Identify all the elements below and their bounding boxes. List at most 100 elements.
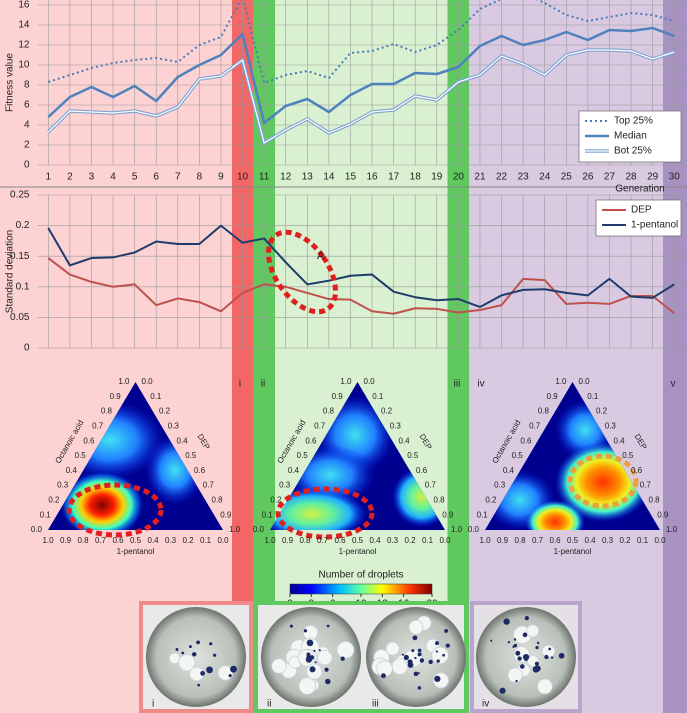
y-tick-label: 0.25 (10, 190, 30, 201)
droplet (324, 667, 329, 672)
x-tick-label: 5 (132, 172, 138, 183)
ternary-tick-label: 0.1 (200, 536, 212, 545)
ternary-tick-label: 0.4 (503, 466, 515, 475)
ternary-axis-title: 1-pentanol (117, 547, 155, 556)
legend-box (595, 199, 682, 237)
legend-label: 1-pentanol (631, 220, 678, 231)
ternary-tick-label: 0.1 (40, 510, 52, 519)
x-tick-label: 25 (561, 172, 573, 183)
x-axis-title: Generation (615, 184, 664, 195)
droplet (507, 640, 511, 644)
ternary-tick-label: 1.0 (264, 536, 276, 545)
droplet (411, 649, 415, 653)
ternary-tick-label: 0.9 (60, 536, 72, 545)
x-tick-label: 21 (474, 172, 486, 183)
ternary-tick-label: 0.2 (159, 407, 171, 416)
phase-label: iv (477, 379, 484, 390)
highlight-ellipse (275, 486, 375, 540)
ternary-tick-label: 0.4 (147, 536, 159, 545)
ternary-tick-label: 0.8 (77, 536, 89, 545)
droplet (403, 654, 409, 661)
droplet (228, 674, 232, 678)
ternary-tick-label: 0.8 (299, 536, 311, 545)
ternary-tick-label: 0.2 (270, 496, 282, 505)
droplet (522, 632, 528, 638)
x-tick-label: 11 (259, 172, 270, 183)
ternary-tick-label: 0.1 (587, 392, 599, 401)
droplet (191, 652, 197, 657)
y-axis-title: Standard deviation (5, 230, 16, 313)
droplet (535, 646, 539, 650)
ternary-tick-label: 0.2 (619, 536, 631, 545)
x-tick-label: 17 (388, 172, 400, 183)
x-tick-label: 6 (153, 172, 159, 183)
droplet (401, 653, 405, 656)
droplet (326, 624, 330, 628)
y-tick-label: 0.05 (10, 312, 30, 323)
series-line (47, 224, 675, 308)
droplet (385, 641, 400, 656)
photo-label: iii (372, 699, 379, 710)
ternary-tick-label: 0.5 (567, 536, 579, 545)
ternary-tick-label: 0.2 (404, 536, 416, 545)
x-tick-label: 28 (625, 172, 637, 183)
ternary-tick-label: 0.4 (288, 466, 300, 475)
droplet (303, 629, 308, 633)
droplet (289, 624, 294, 628)
y-tick-label: 8 (24, 80, 30, 91)
y-tick-label: 0.2 (16, 220, 30, 231)
droplet (230, 665, 237, 673)
ternary-tick-label: 0.2 (182, 536, 194, 545)
ternary-tick-label: 0.8 (323, 407, 335, 416)
droplet (507, 667, 523, 683)
droplet (537, 678, 553, 695)
ternary-tick-label: 0.7 (529, 422, 541, 431)
ternary-tick-label: 0.8 (212, 496, 224, 505)
ternary-tick-label: 0.0 (468, 525, 480, 534)
ternary-tick-label: 0.7 (532, 536, 544, 545)
x-tick-label: 15 (345, 172, 357, 183)
phase-label: i (239, 379, 241, 390)
ternary-tick-label: 0.6 (194, 466, 206, 475)
ternary-tick-label: 0.8 (649, 496, 661, 505)
ternary-tick-label: 0.5 (352, 536, 364, 545)
highlight-ellipse (66, 482, 164, 538)
droplet (313, 649, 316, 652)
droplet (175, 648, 179, 651)
ternary-tick-label: 0.9 (220, 510, 232, 519)
ternary-tick-label: 0.6 (549, 536, 561, 545)
droplet (298, 677, 317, 695)
droplet (417, 686, 422, 690)
ternary-tick-label: 0.6 (305, 436, 317, 445)
heatmap-blob (60, 471, 144, 530)
droplet (550, 656, 554, 659)
y-tick-label: 14 (18, 20, 30, 31)
droplet (381, 673, 386, 679)
droplet (524, 616, 529, 621)
ternary-plots: 1.00.00.00.90.10.10.80.20.20.70.30.30.60… (31, 377, 678, 556)
ternary-axis-title: 1-pentanol (339, 547, 377, 556)
ternary-tick-label: 0.3 (390, 422, 402, 431)
ternary-tick-label: 0.4 (614, 436, 626, 445)
droplet (532, 666, 540, 673)
ternary-tick-label: 0.8 (538, 407, 550, 416)
ternary-tick-label: 1.0 (479, 536, 491, 545)
ternary-tick-label: 0.4 (399, 436, 411, 445)
x-tick-label: 13 (302, 172, 314, 183)
droplet (181, 651, 185, 655)
ternary-tick-label: 0.6 (83, 436, 95, 445)
y-tick-label: 4 (24, 120, 30, 131)
ternary-tick-label: 0.7 (92, 422, 104, 431)
ternary-tick-label: 0.3 (605, 422, 617, 431)
droplet (340, 656, 345, 661)
droplet (435, 641, 439, 646)
ternary-tick-label: 0.1 (422, 536, 434, 545)
y-tick-label: 10 (18, 60, 30, 71)
ternary-tick-label: 0.1 (477, 510, 489, 519)
ternary-tick-label: 0.6 (631, 466, 643, 475)
droplet (407, 662, 414, 668)
droplet (306, 639, 314, 647)
x-tick-label: 16 (366, 172, 378, 183)
